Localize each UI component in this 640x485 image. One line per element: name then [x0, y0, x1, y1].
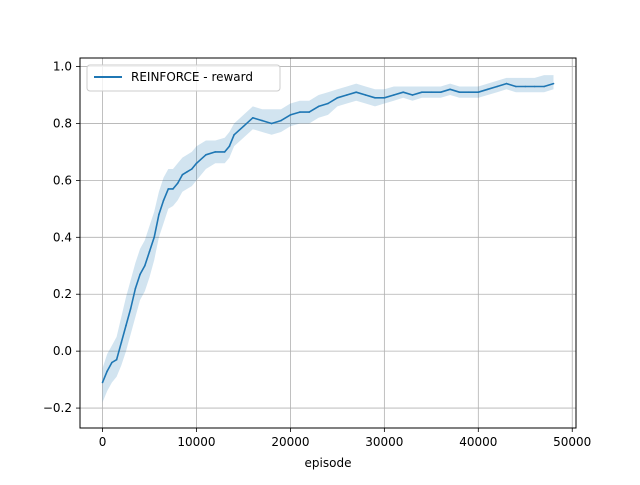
data-point [346, 94, 348, 96]
data-point [139, 273, 141, 276]
y-tick-label: 0.0 [53, 344, 72, 358]
data-point [153, 236, 155, 239]
data-point [270, 122, 273, 125]
data-point [125, 324, 127, 327]
data-point [134, 287, 137, 290]
data-point [129, 307, 132, 310]
data-point [181, 173, 184, 176]
data-point [242, 125, 245, 128]
y-tick-label: 0.8 [53, 116, 72, 130]
data-point [289, 114, 292, 116]
y-tick-label: 0.4 [53, 230, 72, 244]
data-point [449, 88, 451, 91]
grid-lines [80, 58, 576, 428]
data-point [477, 91, 480, 93]
data-point [205, 154, 207, 156]
data-point [421, 91, 423, 93]
data-point [317, 105, 320, 108]
data-point [252, 117, 254, 119]
data-point [261, 119, 264, 122]
data-point [308, 111, 311, 113]
x-tick-label: 20000 [271, 435, 309, 449]
data-point [505, 82, 508, 85]
data-point [533, 85, 536, 88]
data-point [223, 151, 226, 153]
data-point [552, 82, 555, 85]
x-tick-label: 10000 [177, 435, 215, 449]
data-point [111, 361, 113, 364]
data-point [336, 97, 339, 99]
data-point [393, 94, 395, 96]
data-point [411, 94, 414, 96]
data-point [148, 250, 151, 253]
data-point [299, 111, 301, 113]
legend-label: REINFORCE - reward [131, 70, 253, 84]
confidence-band-layer [102, 75, 554, 403]
data-point [430, 91, 433, 93]
data-point [191, 168, 193, 170]
y-axis-ticks: −0.2 0.0 0.2 0.4 0.6 0.8 1.0 [43, 60, 80, 415]
x-tick-label: 0 [99, 435, 107, 449]
data-point [162, 199, 165, 202]
data-point [167, 188, 170, 190]
data-point [115, 358, 118, 361]
data-point [458, 91, 461, 93]
data-point [158, 213, 160, 216]
x-tick-label: 50000 [553, 435, 591, 449]
data-point [120, 341, 123, 344]
data-point [355, 91, 358, 93]
series-line [101, 82, 554, 383]
legend-box [86, 64, 281, 92]
y-tick-label: 0.2 [53, 287, 72, 301]
data-point [228, 145, 231, 147]
x-axis-label: episode [305, 456, 352, 470]
data-point [172, 188, 174, 190]
data-point [233, 134, 235, 136]
x-axis-ticks: 0 10000 20000 30000 40000 50000 [99, 428, 591, 449]
data-point [543, 85, 545, 88]
x-tick-label: 30000 [365, 435, 403, 449]
data-point [101, 381, 104, 384]
data-point [327, 102, 329, 105]
x-tick-label: 40000 [459, 435, 497, 449]
data-point [383, 97, 386, 99]
y-tick-label: 0.6 [53, 173, 72, 187]
legend: REINFORCE - reward [86, 64, 281, 92]
plot-frame [79, 57, 577, 429]
data-point [515, 85, 517, 88]
data-point [195, 162, 198, 165]
y-tick-label: −0.2 [43, 401, 72, 415]
data-point [524, 85, 527, 88]
data-point [402, 91, 405, 93]
confidence-band [102, 75, 554, 403]
data-point [106, 370, 108, 372]
data-point [364, 94, 367, 96]
y-tick-label: 1.0 [53, 60, 72, 74]
data-point [496, 85, 498, 88]
data-point [374, 97, 376, 99]
series-line-layer [101, 82, 555, 384]
data-point [186, 171, 188, 173]
data-point [486, 88, 489, 91]
data-point [280, 119, 282, 122]
data-point [214, 151, 217, 153]
data-point [176, 182, 179, 184]
data-point [468, 91, 470, 93]
data-point [439, 91, 442, 93]
data-point [144, 265, 146, 267]
